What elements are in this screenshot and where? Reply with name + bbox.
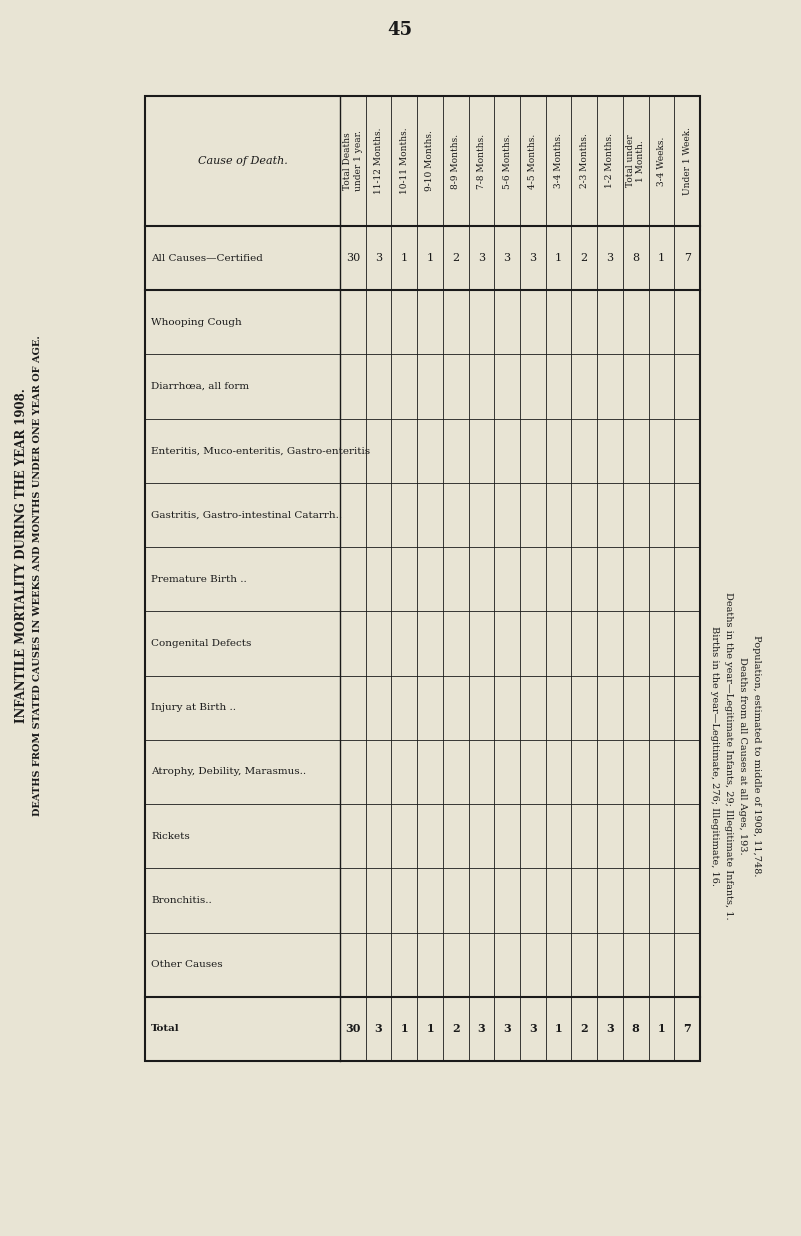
Text: 3: 3: [529, 1023, 537, 1035]
Text: 1-2 Months.: 1-2 Months.: [606, 133, 614, 189]
Text: 8: 8: [632, 1023, 639, 1035]
Text: 2: 2: [452, 253, 459, 263]
Text: Congenital Defects: Congenital Defects: [151, 639, 252, 648]
Text: 3-4 Months.: 3-4 Months.: [554, 133, 563, 189]
Text: 8-9 Months.: 8-9 Months.: [451, 133, 461, 189]
Text: Total: Total: [151, 1025, 179, 1033]
Text: Diarrhœa, all form: Diarrhœa, all form: [151, 382, 249, 391]
Text: 3: 3: [529, 253, 537, 263]
Text: Other Causes: Other Causes: [151, 960, 223, 969]
Text: Under 1 Week.: Under 1 Week.: [682, 127, 691, 195]
Text: Gastritis, Gastro-intestinal Catarrh..: Gastritis, Gastro-intestinal Catarrh..: [151, 510, 342, 519]
Text: Enteritis, Muco-enteritis, Gastro-enteritis: Enteritis, Muco-enteritis, Gastro-enteri…: [151, 446, 370, 455]
Text: Rickets: Rickets: [151, 832, 190, 840]
Text: 3: 3: [478, 253, 485, 263]
Text: Atrophy, Debility, Marasmus..: Atrophy, Debility, Marasmus..: [151, 768, 306, 776]
Text: Deaths from all Causes at all Ages, 193.: Deaths from all Causes at all Ages, 193.: [739, 658, 747, 855]
Text: INFANTILE MORTALITY DURING THE YEAR 1908.: INFANTILE MORTALITY DURING THE YEAR 1908…: [15, 388, 29, 723]
Text: 2: 2: [452, 1023, 460, 1035]
Text: Total Deaths
under 1 year.: Total Deaths under 1 year.: [343, 131, 363, 192]
Text: 3: 3: [375, 253, 382, 263]
Text: 7: 7: [683, 253, 690, 263]
Text: 1: 1: [426, 1023, 434, 1035]
Text: All Causes—Certified: All Causes—Certified: [151, 253, 263, 262]
Bar: [145, 96, 700, 1060]
Text: 1: 1: [426, 253, 433, 263]
Text: 2-3 Months.: 2-3 Months.: [580, 133, 589, 188]
Text: 1: 1: [658, 1023, 666, 1035]
Text: 1: 1: [400, 253, 408, 263]
Text: 11-12 Months.: 11-12 Months.: [374, 127, 383, 194]
Text: 30: 30: [346, 253, 360, 263]
Text: DEATHS FROM STATED CAUSES IN WEEKS AND MONTHS UNDER ONE YEAR OF AGE.: DEATHS FROM STATED CAUSES IN WEEKS AND M…: [34, 336, 42, 816]
Text: 9-10 Months.: 9-10 Months.: [425, 131, 434, 192]
Text: 1: 1: [555, 1023, 562, 1035]
Text: 2: 2: [581, 253, 588, 263]
Text: Total under
1 Month.: Total under 1 Month.: [626, 135, 646, 188]
Text: 8: 8: [632, 253, 639, 263]
Text: 7-8 Months.: 7-8 Months.: [477, 133, 486, 189]
Text: Deaths in the year—Legitimate Infants, 29; Illegitimate Infants, 1.: Deaths in the year—Legitimate Infants, 2…: [724, 592, 734, 920]
Text: Premature Birth ..: Premature Birth ..: [151, 575, 247, 583]
Text: 3: 3: [477, 1023, 485, 1035]
Text: 30: 30: [345, 1023, 360, 1035]
Text: Injury at Birth ..: Injury at Birth ..: [151, 703, 236, 712]
Text: 1: 1: [400, 1023, 408, 1035]
Text: Cause of Death.: Cause of Death.: [198, 156, 288, 166]
Text: 2: 2: [581, 1023, 588, 1035]
Text: Whooping Cough: Whooping Cough: [151, 318, 242, 326]
Text: 3: 3: [375, 1023, 382, 1035]
Text: 10-11 Months.: 10-11 Months.: [400, 127, 409, 194]
Text: 4-5 Months.: 4-5 Months.: [529, 133, 537, 189]
Text: 3: 3: [606, 253, 614, 263]
Text: 3: 3: [606, 1023, 614, 1035]
Text: Bronchitis..: Bronchitis..: [151, 896, 211, 905]
Text: 1: 1: [658, 253, 665, 263]
Text: 3: 3: [504, 253, 511, 263]
Text: 3: 3: [503, 1023, 511, 1035]
Text: 1: 1: [555, 253, 562, 263]
Text: 5-6 Months.: 5-6 Months.: [503, 133, 512, 189]
Text: 3-4 Weeks.: 3-4 Weeks.: [657, 136, 666, 185]
Text: Births in the year—Legitimate, 276; Illegitimate, 16.: Births in the year—Legitimate, 276; Ille…: [710, 625, 719, 886]
Text: 45: 45: [388, 21, 413, 40]
Text: 7: 7: [683, 1023, 691, 1035]
Text: Population, estimated to middle of 1908, 11,748.: Population, estimated to middle of 1908,…: [752, 635, 762, 876]
